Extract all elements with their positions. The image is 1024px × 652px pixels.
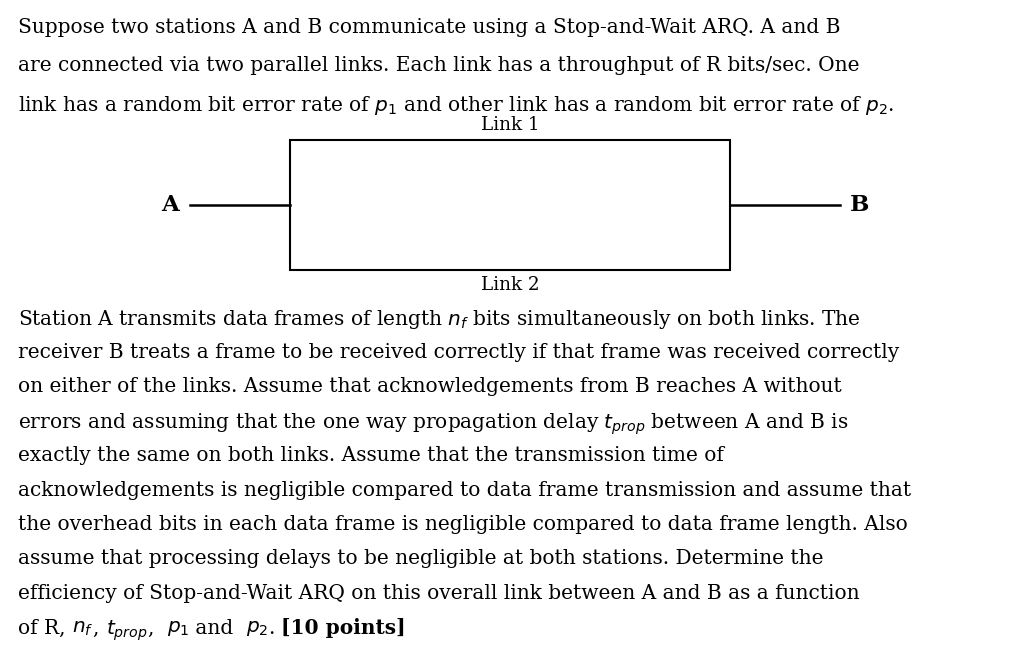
Text: efficiency of Stop-and-Wait ARQ on this overall link between A and B as a functi: efficiency of Stop-and-Wait ARQ on this … — [18, 584, 859, 603]
Text: Link 1: Link 1 — [480, 116, 540, 134]
Bar — [290, 140, 730, 270]
Text: [10 points]: [10 points] — [282, 619, 406, 638]
Text: $p_1$: $p_1$ — [167, 619, 189, 638]
Text: acknowledgements is negligible compared to data frame transmission and assume th: acknowledgements is negligible compared … — [18, 481, 911, 499]
Text: $n_f$: $n_f$ — [72, 619, 93, 638]
Text: A: A — [161, 194, 179, 216]
Text: of R,: of R, — [18, 619, 72, 638]
Text: ,: , — [147, 619, 167, 638]
Text: .: . — [268, 619, 282, 638]
Text: Station A transmits data frames of length $n_f$ bits simultaneously on both link: Station A transmits data frames of lengt… — [18, 308, 861, 331]
Text: assume that processing delays to be negligible at both stations. Determine the: assume that processing delays to be negl… — [18, 550, 823, 569]
Text: $p_2$: $p_2$ — [247, 619, 268, 638]
Text: on either of the links. Assume that acknowledgements from B reaches A without: on either of the links. Assume that ackn… — [18, 377, 842, 396]
Text: Suppose two stations A and B communicate using a Stop-and-Wait ARQ. A and B: Suppose two stations A and B communicate… — [18, 18, 841, 37]
Text: exactly the same on both links. Assume that the transmission time of: exactly the same on both links. Assume t… — [18, 446, 724, 465]
Text: link has a random bit error rate of $p_1$ and other link has a random bit error : link has a random bit error rate of $p_1… — [18, 94, 894, 117]
Text: and: and — [189, 619, 247, 638]
Text: are connected via two parallel links. Each link has a throughput of R bits/sec. : are connected via two parallel links. Ea… — [18, 56, 859, 75]
Text: the overhead bits in each data frame is negligible compared to data frame length: the overhead bits in each data frame is … — [18, 515, 907, 534]
Text: ,: , — [93, 619, 106, 638]
Text: receiver B treats a frame to be received correctly if that frame was received co: receiver B treats a frame to be received… — [18, 342, 899, 361]
Text: Link 2: Link 2 — [480, 276, 540, 294]
Text: errors and assuming that the one way propagation delay $t_{prop}$ between A and : errors and assuming that the one way pro… — [18, 411, 848, 437]
Text: B: B — [850, 194, 869, 216]
Text: $t_{prop}$: $t_{prop}$ — [106, 619, 147, 643]
